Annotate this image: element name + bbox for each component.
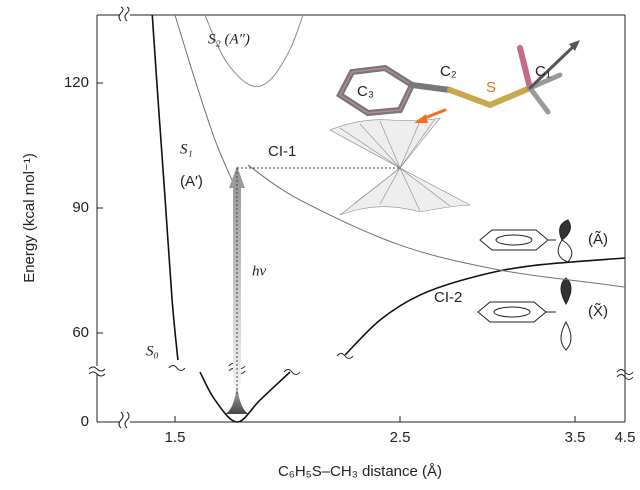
x-tick-label: 4.5 <box>615 429 636 446</box>
x-tick-label: 2.5 <box>390 429 411 446</box>
series-label: S₁ <box>180 141 193 157</box>
atom-label: S <box>486 79 496 96</box>
annotation: CI-2 <box>434 289 462 306</box>
x-tick-label: 3.5 <box>565 429 586 446</box>
atom-label: C₂ <box>440 63 457 80</box>
annotation: hν <box>252 263 267 279</box>
annotation: (A′) <box>180 173 203 190</box>
chart: 1.5 2.5 3.5 4.5 0 60 90 120 C₆H₅S–CH₃ distance (… <box>0 0 640 485</box>
annotation: (X̃) <box>588 302 608 319</box>
y-tick-label: 60 <box>72 324 89 341</box>
x-axis-label: C₆H₅S–CH₃ distance (Å) <box>278 463 442 480</box>
y-tick-label: 90 <box>72 199 89 216</box>
x-tick-label: 1.5 <box>165 429 186 446</box>
molecule <box>340 40 580 123</box>
y-axis-label: Energy (kcal mol⁻¹) <box>21 153 38 283</box>
atom-label: C₃ <box>357 83 374 100</box>
series-label: S₂ (A″) <box>208 31 250 47</box>
atom-label: C₁ <box>535 63 551 80</box>
y-tick-label: 0 <box>81 413 89 430</box>
y-tick-label: 120 <box>64 74 89 91</box>
curve <box>205 15 303 87</box>
series-label: S₀ <box>146 343 159 359</box>
annotation: (Ã) <box>588 231 608 248</box>
orbital-sketches <box>478 220 572 350</box>
annotation: CI-1 <box>268 143 296 160</box>
ci-cones <box>330 118 470 215</box>
